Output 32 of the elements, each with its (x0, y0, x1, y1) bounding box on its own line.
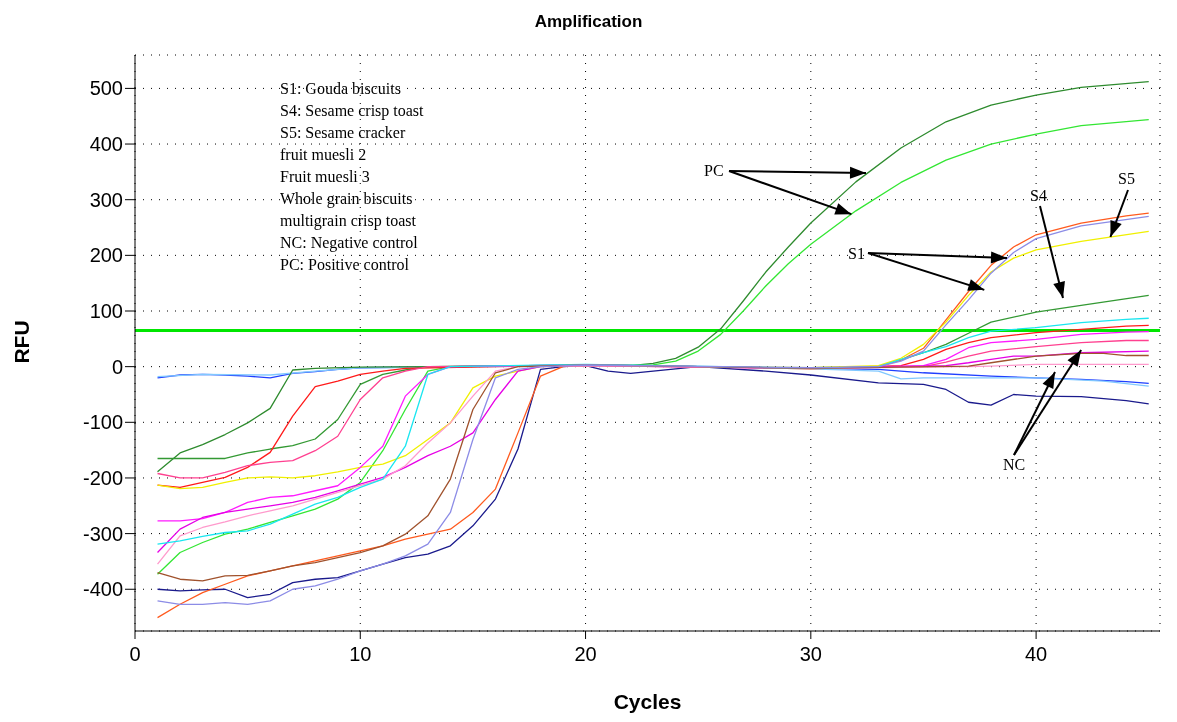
y-tick-label: 400 (89, 133, 123, 156)
x-tick-label: 20 (574, 643, 597, 666)
annotation: S1 (848, 245, 865, 262)
annotation: NC: Negative control (280, 234, 419, 252)
y-tick-label: 300 (89, 188, 123, 211)
y-axis-title: RFU (10, 320, 34, 364)
annotation: fruit muesli 2 (280, 146, 367, 163)
annotation: multigrain crisp toast (280, 212, 417, 230)
annotation: S5 (1118, 170, 1135, 187)
annotation: Whole grain biscuits (280, 190, 413, 208)
x-tick-label: 30 (799, 643, 822, 666)
y-tick-label: 0 (111, 355, 123, 378)
x-tick-label: 10 (349, 643, 372, 666)
annotation: S1: Gouda biscuits (280, 80, 401, 97)
x-axis-title: Cycles (612, 690, 683, 714)
y-tick-label: -100 (82, 411, 123, 434)
y-tick-label: -200 (82, 467, 123, 490)
annotation: PC (704, 162, 724, 179)
x-tick-label: 40 (1024, 643, 1048, 666)
annotation: PC: Positive control (280, 256, 410, 273)
y-tick-label: -300 (82, 522, 123, 545)
annotation: S4 (1030, 187, 1047, 204)
y-tick-label: -400 (82, 578, 123, 601)
y-tick-label: 100 (89, 300, 123, 323)
x-tick-label: 0 (129, 643, 141, 666)
annotation: S5: Sesame cracker (280, 124, 406, 141)
y-tick-label: 200 (89, 244, 123, 267)
chart-title: Amplification (533, 12, 644, 32)
y-tick-label: 500 (89, 77, 123, 100)
annotation: S4: Sesame crisp toast (280, 102, 425, 120)
annotation: NC (1003, 456, 1026, 473)
annotation: Fruit muesli 3 (280, 168, 370, 185)
